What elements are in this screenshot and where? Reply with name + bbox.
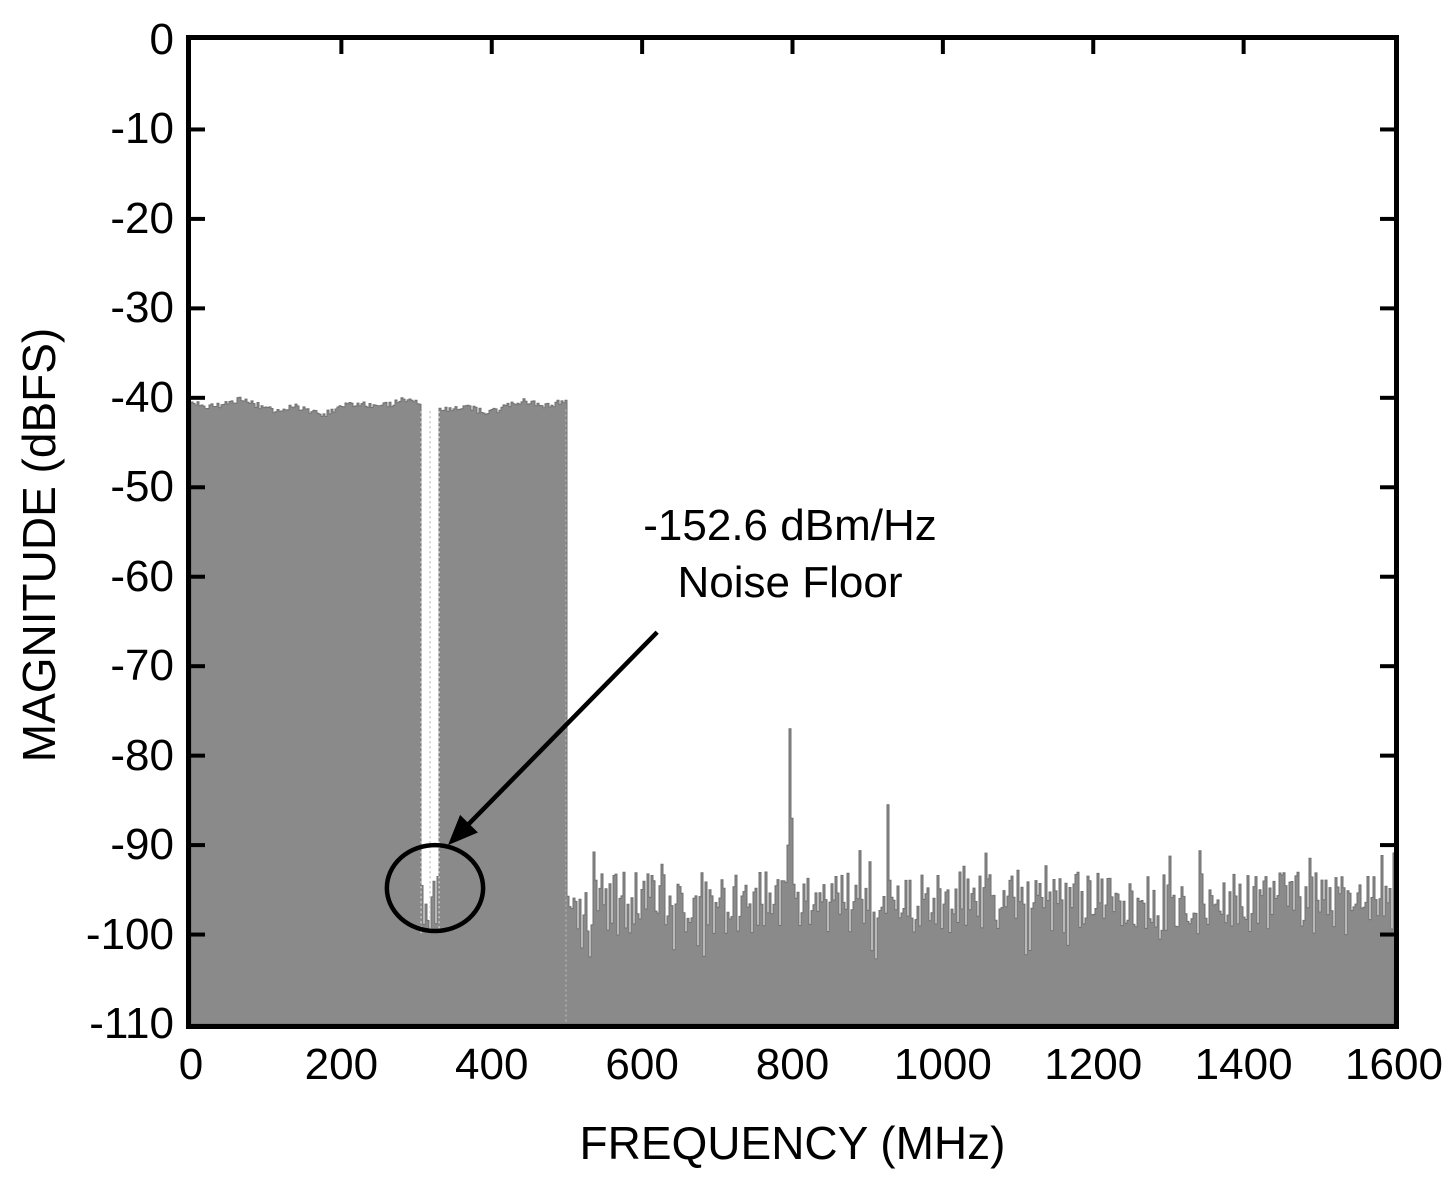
y-tick-label: -90 [110, 820, 174, 870]
x-axis-title: FREQUENCY (MHz) [579, 1117, 1006, 1169]
plot-border [186, 35, 1399, 1029]
x-tick-label: 0 [178, 1040, 204, 1089]
annotation-arrow-line [461, 630, 659, 831]
y-tick-label: -20 [110, 193, 174, 243]
y-tick-label: -30 [110, 283, 174, 333]
noise-floor-annotation: -152.6 dBm/Hz Noise Floor [570, 497, 1010, 611]
y-tick-label: -80 [110, 730, 174, 780]
y-tick-label: -70 [110, 641, 174, 691]
y-tick-label: -60 [110, 551, 174, 601]
x-tick-label: 200 [304, 1040, 379, 1089]
x-tick-label: 600 [605, 1040, 679, 1089]
notch-highlight-ellipse [384, 842, 486, 934]
annotation-line2: Noise Floor [677, 558, 903, 607]
x-tick-label: 1000 [893, 1040, 992, 1089]
y-tick-label: -10 [110, 104, 174, 154]
spectrum-area [190, 396, 1396, 1025]
y-tick-label: -100 [85, 909, 174, 959]
annotation-line1: -152.6 dBm/Hz [643, 501, 937, 550]
x-tick-label: 400 [455, 1040, 529, 1089]
y-tick-label: 0 [149, 15, 174, 64]
y-tick-label: -110 [89, 999, 174, 1048]
y-tick-label: -50 [110, 462, 174, 512]
x-tick-label: 1200 [1044, 1040, 1143, 1089]
x-tick-label: 1600 [1345, 1040, 1443, 1089]
annotation-arrowhead [447, 814, 478, 846]
x-tick-label: 1400 [1194, 1040, 1293, 1089]
y-tick-label: -40 [110, 372, 174, 422]
x-tick-label: 800 [755, 1040, 830, 1089]
